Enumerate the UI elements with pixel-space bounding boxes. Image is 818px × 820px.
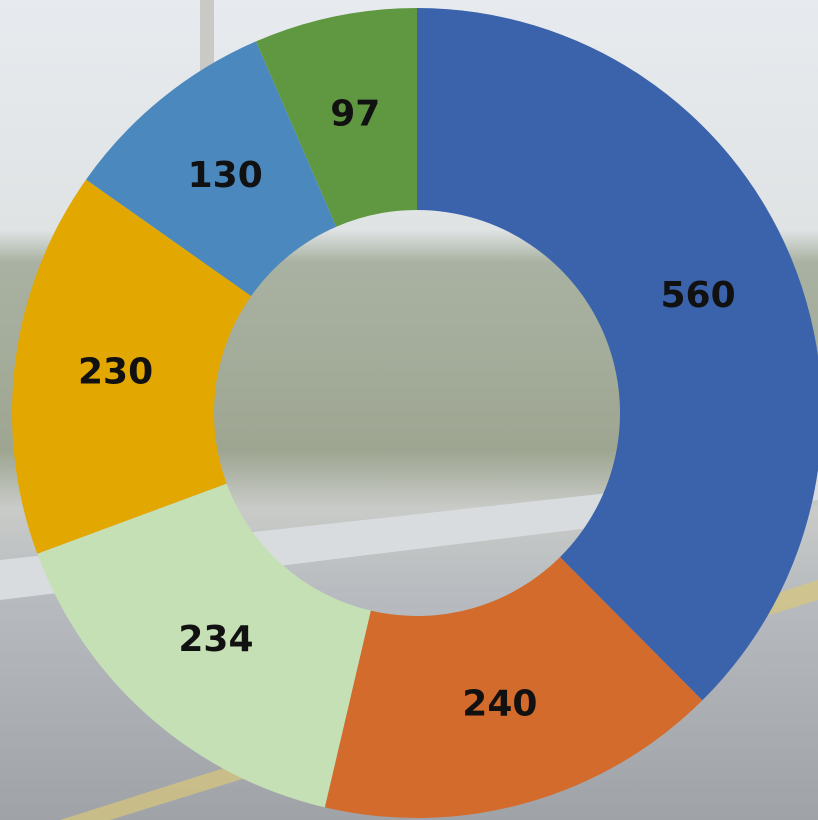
- slice: [12, 179, 252, 554]
- slice: [37, 483, 371, 808]
- slice: [86, 41, 337, 297]
- slice: [324, 557, 703, 818]
- slice: [256, 8, 417, 227]
- data-label: 97: [330, 93, 380, 134]
- data-label: 230: [78, 352, 153, 393]
- data-label: 234: [178, 619, 253, 660]
- data-label: 240: [462, 683, 537, 724]
- donut: 560 240 234 230 130 97: [12, 8, 818, 818]
- slice: [417, 8, 818, 701]
- data-label: 130: [188, 155, 263, 196]
- data-label: 560: [660, 275, 735, 316]
